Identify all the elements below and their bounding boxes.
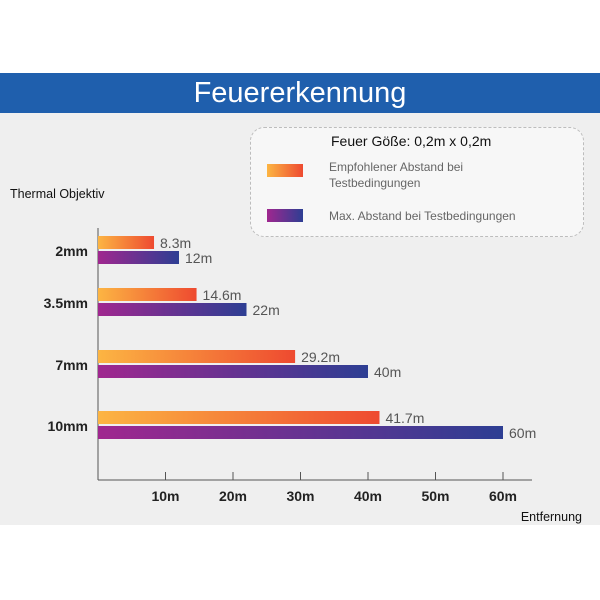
legend-swatch-max [267, 209, 303, 222]
bar-recommended [98, 411, 380, 424]
bar-value-label: 40m [374, 364, 401, 380]
category-label: 7mm [55, 357, 88, 373]
legend-label-recommended: Empfohlener Abstand bei Testbedingungen [329, 160, 464, 190]
bar-value-label: 22m [253, 302, 280, 318]
chart-title: Feuererkennung [193, 77, 407, 109]
bar-max [98, 426, 503, 439]
bar-recommended [98, 350, 296, 363]
y-axis-title: Thermal Objektiv [10, 187, 105, 201]
x-tick-label: 30m [286, 488, 314, 504]
bar-value-label: 60m [509, 425, 536, 441]
bar-recommended [98, 288, 197, 301]
bar-max [98, 365, 368, 378]
x-tick-label: 20m [219, 488, 247, 504]
category-label: 2mm [55, 243, 88, 259]
chart-title-banner: Feuererkennung [0, 73, 600, 113]
legend-label-max: Max. Abstand bei Testbedingungen [329, 209, 516, 223]
bar-value-label: 12m [185, 250, 212, 266]
x-tick-label: 40m [354, 488, 382, 504]
bar-value-label: 41.7m [385, 410, 424, 426]
legend-swatch-recommended [267, 164, 303, 177]
x-tick-label: 60m [489, 488, 517, 504]
x-tick-label: 50m [421, 488, 449, 504]
bar-recommended [98, 236, 155, 249]
x-axis-title: Entfernung [520, 510, 582, 524]
bar-value-label: 8.3m [160, 235, 191, 251]
legend: Feuer Göße: 0,2m x 0,2m Empfohlener Abst… [250, 127, 584, 237]
legend-title: Feuer Göße: 0,2m x 0,2m [331, 133, 492, 149]
category-label: 10mm [48, 418, 88, 434]
category-label: 3.5mm [44, 295, 88, 311]
bar-max [98, 303, 247, 316]
x-tick-label: 10m [151, 488, 179, 504]
bar-max [98, 251, 179, 264]
bar-value-label: 29.2m [301, 349, 340, 365]
bar-value-label: 14.6m [203, 287, 242, 303]
